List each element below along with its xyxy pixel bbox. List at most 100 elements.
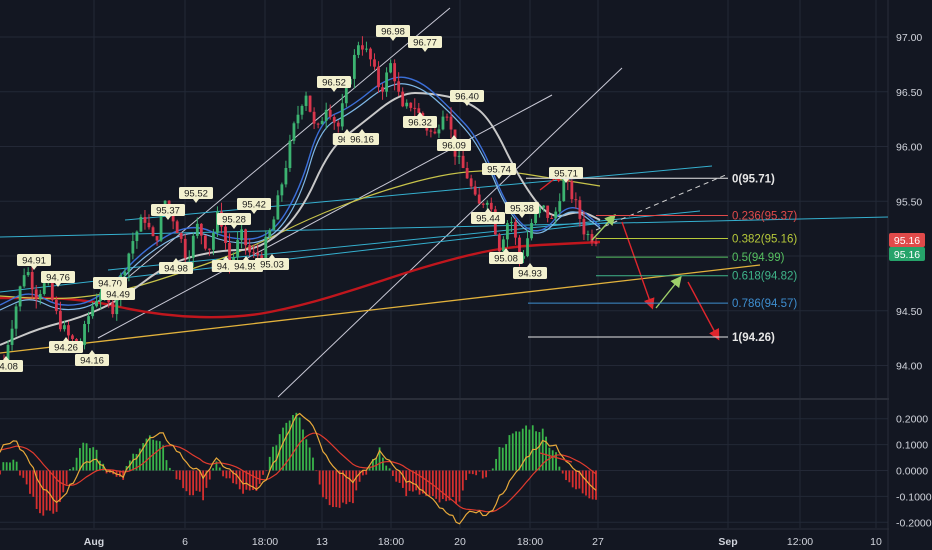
candle-body <box>405 102 409 107</box>
histogram-bar <box>438 470 441 503</box>
histogram-bar <box>295 412 298 471</box>
price-label-box <box>317 76 351 88</box>
fib-level-label: 0.382(95.16) <box>732 233 797 245</box>
histogram-bar <box>282 427 284 471</box>
time-tick-label: 6 <box>182 536 188 548</box>
candle-body <box>83 324 86 346</box>
candle-body <box>477 194 481 204</box>
price-label-pointer <box>464 102 470 106</box>
histogram-bar <box>258 470 261 484</box>
candle-body <box>123 271 127 276</box>
candle-body <box>389 63 393 73</box>
price-label-pointer <box>165 216 171 220</box>
fibonacci-retracement[interactable]: 0(95.71) 0.236(95.37) 0.382(95.16) 0.5(94.9… <box>526 173 797 344</box>
candle-body <box>256 252 260 256</box>
price-label-pointer <box>31 266 37 270</box>
candle-body <box>530 222 533 239</box>
histogram-bar <box>205 470 208 488</box>
price-label-pointer <box>563 179 569 183</box>
price-label-pointer <box>527 263 533 267</box>
price-label-text: 94.76 <box>46 273 70 284</box>
price-label-box <box>408 36 442 48</box>
candle-body <box>131 241 135 254</box>
candle-body <box>506 223 509 240</box>
candle-body <box>260 255 264 259</box>
time-tick-label: Aug <box>84 536 104 548</box>
arrow-green-up <box>591 213 616 241</box>
histogram-bar <box>65 470 68 485</box>
price-label-box <box>0 360 23 372</box>
histogram-bar <box>165 460 168 471</box>
candle-body <box>50 280 54 300</box>
price-label-pointer <box>63 337 69 341</box>
histogram-bar <box>162 445 165 471</box>
histogram-bar <box>185 470 188 492</box>
histogram-bar <box>142 443 145 471</box>
candle-body <box>63 325 66 330</box>
candle-body <box>365 48 368 50</box>
histogram-bar <box>212 468 214 471</box>
price-label-pointer <box>390 37 396 41</box>
histogram-bar <box>168 467 171 471</box>
histogram-bar <box>118 470 121 477</box>
candle-body <box>244 229 248 246</box>
moving-averages <box>0 76 601 346</box>
histogram-bar <box>388 468 391 471</box>
candle-body <box>578 200 582 219</box>
osc-tick-label: -0.2000 <box>896 517 932 529</box>
candle-body <box>175 221 179 234</box>
price-label-text: 95.08 <box>494 254 518 265</box>
histogram-bar <box>85 443 88 471</box>
candle-body <box>570 180 574 200</box>
candle-body <box>526 238 529 257</box>
price-label-text: 94.93 <box>518 269 542 280</box>
histogram-bar <box>19 470 21 476</box>
price-label-text: 94.99 <box>234 262 258 273</box>
candle-body <box>34 289 38 300</box>
price-label-pointer <box>251 210 257 214</box>
price-label-text: 95.44 <box>476 214 500 225</box>
histogram-bar <box>468 470 471 474</box>
candle-body <box>26 272 30 276</box>
price-label-text: 94.9 <box>217 262 236 273</box>
candle-body <box>441 116 445 130</box>
price-label-box <box>482 163 516 175</box>
histogram-bar <box>328 470 331 506</box>
trend-drawings[interactable] <box>0 7 889 398</box>
price-label-box <box>75 354 109 366</box>
price-label-pointer <box>422 48 428 52</box>
histogram-bar <box>571 470 574 488</box>
price-tick-label: 94.00 <box>896 361 922 373</box>
histogram-bar <box>315 470 318 472</box>
candle-body <box>300 105 304 115</box>
candle-body <box>296 114 300 124</box>
histogram-bar <box>138 448 141 471</box>
candle-body <box>497 234 501 252</box>
candle-body <box>135 231 139 242</box>
histogram-bar <box>158 441 161 471</box>
histogram-bar <box>198 470 201 492</box>
candle-body <box>272 219 276 230</box>
cyan-resistance-line <box>124 165 713 221</box>
candle-body <box>534 213 537 223</box>
histogram-bar <box>391 470 394 477</box>
histogram-bar <box>338 470 341 508</box>
candle-body <box>590 234 594 243</box>
candle-body <box>510 221 513 224</box>
histogram-bar <box>491 468 494 471</box>
signal-line <box>0 432 597 513</box>
candle-body <box>324 109 328 121</box>
price-label-text: 94.98 <box>164 264 188 275</box>
histogram-bar <box>595 470 597 500</box>
price-label-text: 94.91 <box>22 256 46 267</box>
histogram-bar <box>292 414 294 471</box>
price-label-box <box>151 204 185 216</box>
histogram-bar <box>585 470 587 496</box>
histogram-bar <box>202 470 205 501</box>
candle-body <box>393 63 397 82</box>
histogram-bar <box>488 470 491 472</box>
price-tags: 95.16 95.16 <box>889 233 925 261</box>
